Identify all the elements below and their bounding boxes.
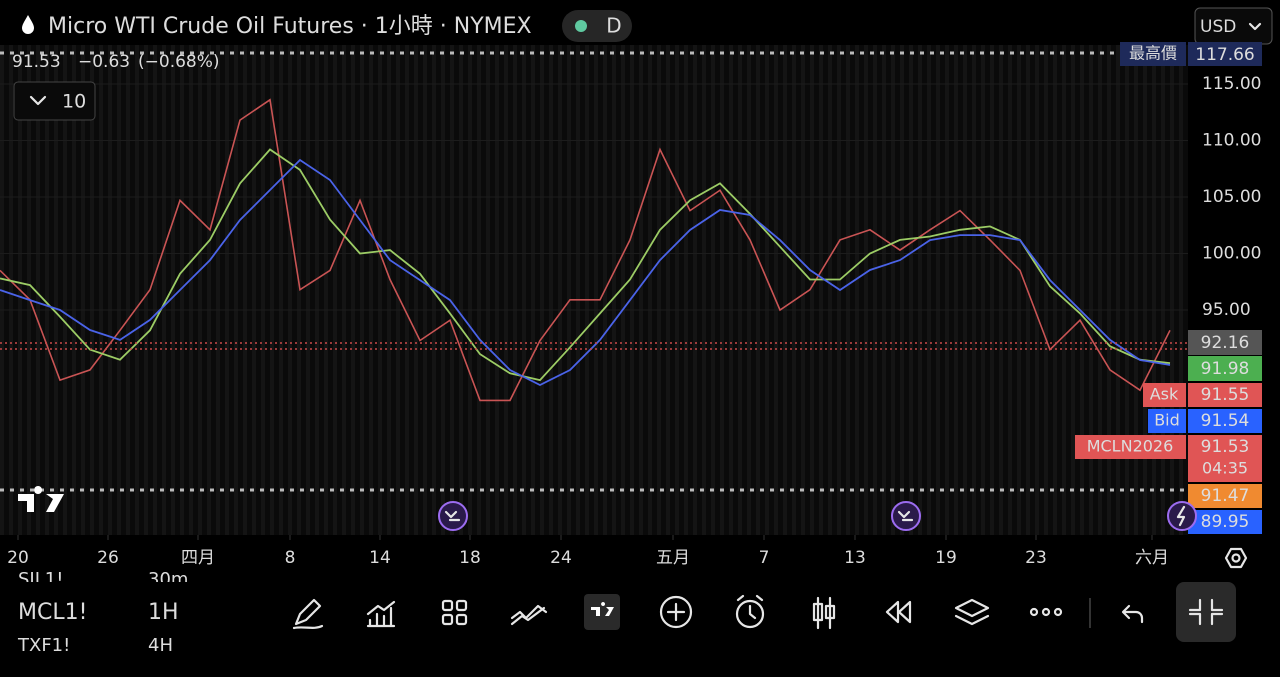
tag-bg <box>1188 484 1262 508</box>
selected-tool[interactable] <box>584 594 620 630</box>
plot-stripes <box>0 45 1188 535</box>
quote-last: 91.53 <box>12 52 61 72</box>
tag-bg <box>1148 409 1186 433</box>
draw-icon[interactable] <box>292 598 324 630</box>
tag-bg <box>1143 383 1186 407</box>
plot <box>0 83 1188 402</box>
fullscreen-button[interactable] <box>1176 582 1236 642</box>
indicator-toggle[interactable] <box>13 81 96 121</box>
add-icon[interactable] <box>659 595 693 629</box>
templates-icon[interactable] <box>441 599 468 626</box>
title: Micro WTI Crude Oil Futures · 1小時 · NYME… <box>48 14 532 39</box>
indicator-count: 10 <box>62 91 86 113</box>
price-tag: 92.16 <box>1201 333 1250 353</box>
next-symbol: TXF1! <box>17 635 70 656</box>
x-tick-label: 8 <box>285 548 296 568</box>
x-tick-label: 24 <box>550 548 572 568</box>
price-tag: 91.98 <box>1201 359 1250 379</box>
indicators-icon[interactable] <box>366 600 396 628</box>
compare-icon[interactable] <box>510 604 548 626</box>
last-price: 91.53 <box>1201 437 1250 457</box>
tag-bg <box>1188 356 1262 381</box>
event-icon[interactable] <box>1167 501 1197 531</box>
x-tick-label: 20 <box>7 548 29 568</box>
y-tick-label: 100.00 <box>1202 243 1261 263</box>
y-tick-label: 105.00 <box>1202 187 1261 207</box>
chevron <box>1248 22 1262 31</box>
x-tick-label: 19 <box>935 548 957 568</box>
ask-tag: Ask <box>1150 385 1179 404</box>
tag-bg <box>1120 42 1186 66</box>
tag-bg <box>1188 42 1262 66</box>
quote-change-pct: (−0.68%) <box>138 52 220 72</box>
more-icon[interactable] <box>1029 607 1063 617</box>
x-tick-label: 18 <box>459 548 481 568</box>
x-tick-label: 13 <box>844 548 866 568</box>
bid-tag: Bid <box>1154 411 1180 430</box>
symbol[interactable]: MCL1! <box>18 600 87 625</box>
x-tick-label: 7 <box>759 548 770 568</box>
series-line <box>0 98 1171 402</box>
price-tag: 91.47 <box>1201 486 1250 506</box>
tag-bg <box>1188 510 1262 534</box>
event-icon[interactable] <box>438 501 468 531</box>
x-tick-label: 23 <box>1025 548 1047 568</box>
status-dot <box>575 20 587 32</box>
badge: D <box>606 14 621 38</box>
chevron <box>29 95 47 106</box>
series-line <box>0 148 1171 382</box>
x-tick-label: 14 <box>369 548 391 568</box>
settings-icon[interactable] <box>1224 547 1248 569</box>
x-tick-label: 四月 <box>181 548 215 568</box>
y-tick-label: 95.00 <box>1202 300 1251 320</box>
ask-price: 91.55 <box>1201 385 1250 405</box>
y-tick-label: 110.00 <box>1202 130 1261 150</box>
event-icon[interactable] <box>891 501 921 531</box>
quote-change: −0.63 <box>78 52 130 72</box>
toolbar <box>0 582 1280 640</box>
badge-bg[interactable] <box>562 10 632 42</box>
tag-bg <box>1188 435 1262 482</box>
symbol-tag: MCLN2026 <box>1087 437 1174 456</box>
tag-bg <box>1075 435 1186 459</box>
chart-type-icon[interactable] <box>812 596 836 630</box>
replay-icon[interactable] <box>885 600 912 624</box>
drop-icon <box>22 15 34 34</box>
high-price: 117.66 <box>1195 45 1254 65</box>
undo-icon[interactable] <box>1121 604 1144 624</box>
x-tick-label: 五月 <box>656 548 690 568</box>
tag-bg <box>1188 409 1262 433</box>
tag-bg <box>1188 330 1262 355</box>
currency: USD <box>1200 17 1236 37</box>
interval[interactable]: 1H <box>148 600 179 625</box>
price-tag: 89.95 <box>1201 512 1250 532</box>
x-tick-label: 26 <box>97 548 119 568</box>
tv-icon <box>591 602 614 616</box>
alert-icon[interactable] <box>735 594 765 629</box>
countdown: 04:35 <box>1202 459 1248 478</box>
series-line <box>0 158 1171 387</box>
tag-bg <box>1188 383 1262 407</box>
next-interval: 4H <box>148 635 173 656</box>
collapse-icon <box>1188 598 1224 626</box>
layers-icon[interactable] <box>954 598 990 626</box>
high-tag: 最高價 <box>1129 44 1177 63</box>
logo <box>18 486 64 512</box>
x-tick-label: 六月 <box>1135 548 1169 568</box>
bid-price: 91.54 <box>1201 411 1250 431</box>
y-tick-label: 115.00 <box>1202 74 1261 94</box>
